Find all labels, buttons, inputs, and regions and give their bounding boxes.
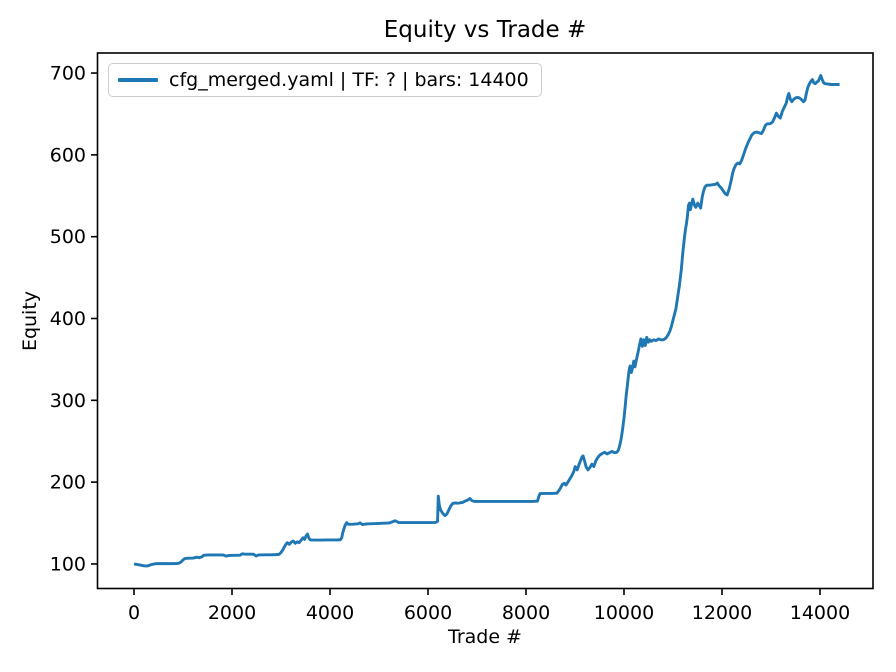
chart-title: Equity vs Trade # (383, 17, 587, 43)
x-tick-label: 0 (128, 602, 140, 624)
y-tick-label: 200 (50, 472, 86, 494)
y-tick-label: 600 (50, 144, 86, 166)
y-tick-label: 500 (50, 226, 86, 248)
y-tick-label: 700 (50, 63, 86, 85)
legend-line-swatch (118, 78, 158, 82)
x-tick-label: 10000 (594, 602, 654, 624)
x-tick-label: 2000 (208, 602, 256, 624)
x-tick-label: 14000 (790, 602, 850, 624)
legend: cfg_merged.yaml | TF: ? | bars: 14400 (108, 63, 542, 97)
axes-spines (96, 52, 874, 590)
equity-curve (133, 74, 840, 568)
x-tick-label: 12000 (692, 602, 752, 624)
y-axis-ticks: 100 200 300 400 500 600 700 (50, 63, 98, 575)
x-axis-ticks: 0 2000 4000 6000 8000 10000 12000 14000 (128, 588, 850, 624)
y-tick-label: 300 (50, 390, 86, 412)
x-tick-label: 4000 (306, 602, 354, 624)
x-tick-label: 6000 (404, 602, 452, 624)
x-tick-label: 8000 (502, 602, 550, 624)
legend-label: cfg_merged.yaml | TF: ? | bars: 14400 (169, 69, 529, 91)
x-axis-label: Trade # (448, 626, 522, 648)
y-axis-label: Equity (19, 290, 41, 352)
y-tick-label: 400 (50, 308, 86, 330)
y-tick-label: 100 (50, 553, 86, 575)
